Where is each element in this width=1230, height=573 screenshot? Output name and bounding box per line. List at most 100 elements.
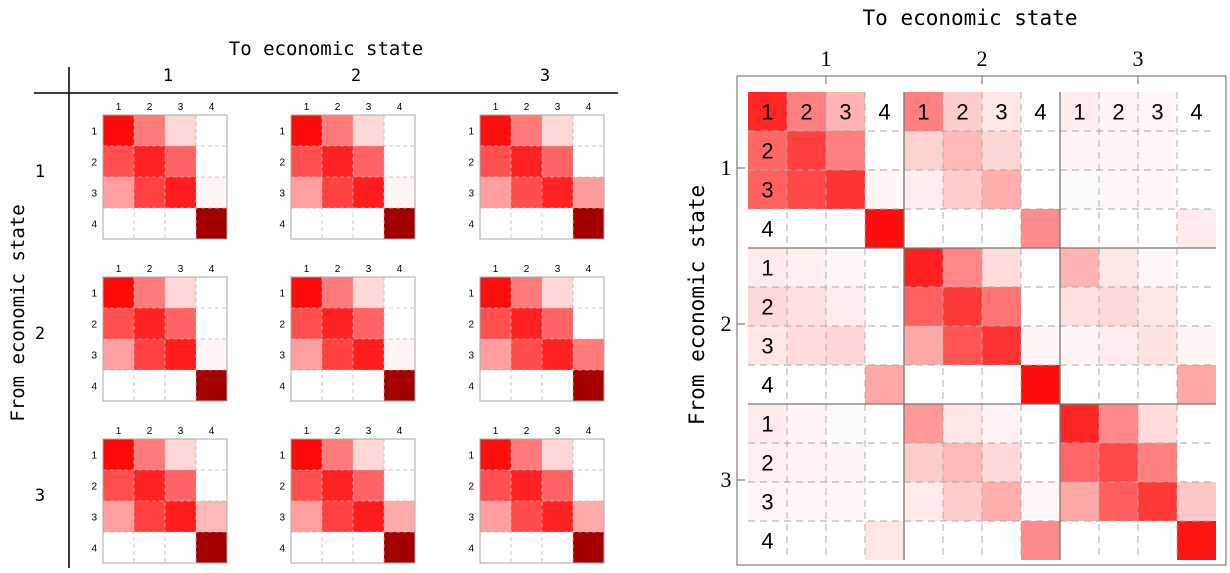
- left-outer-col-label: 2: [351, 66, 361, 86]
- left-subplot-frame: [479, 114, 605, 240]
- left-heatmap-cell: [480, 277, 511, 308]
- left-heatmap-cell: [196, 277, 227, 308]
- left-tick-label-x: 2: [147, 426, 153, 437]
- left-heatmap-cell: [511, 208, 542, 239]
- left-tick-label-x: 3: [366, 264, 372, 275]
- right-heatmap-cell: [1021, 404, 1060, 443]
- right-heatmap-cell: [748, 365, 787, 404]
- left-heatmap-cell: [353, 439, 384, 470]
- left-tick-label-x: 2: [147, 264, 153, 275]
- left-heatmap-cell: [103, 208, 134, 239]
- right-inner-col-label: 2: [1112, 100, 1124, 125]
- right-heatmap-cell: [787, 521, 826, 560]
- left-heatmap-cell: [384, 146, 415, 177]
- right-heatmap-cell: [865, 170, 904, 209]
- right-inner-col-label: 4: [1034, 100, 1046, 125]
- right-heatmap-cell: [943, 287, 982, 326]
- right-heatmap-cell: [1021, 521, 1060, 560]
- left-subplot-frame: [479, 276, 605, 402]
- right-outer-col-label: 3: [1133, 46, 1144, 71]
- left-heatmap-cell: [165, 339, 196, 370]
- right-heatmap-cell: [1021, 209, 1060, 248]
- right-heatmap-cell: [1177, 248, 1216, 287]
- left-outer-row-label: 2: [35, 324, 45, 344]
- left-heatmap-cell: [542, 177, 573, 208]
- left-heatmap-cell: [196, 308, 227, 339]
- right-heatmap-cell: [904, 170, 943, 209]
- right-heatmap-cell: [826, 326, 865, 365]
- left-heatmap-cell: [103, 339, 134, 370]
- left-heatmap-cell: [353, 501, 384, 532]
- right-heatmap-cell: [1021, 248, 1060, 287]
- left-heatmap-cell: [573, 308, 604, 339]
- right-heatmap-cell: [1138, 404, 1177, 443]
- left-heatmap-cell: [103, 439, 134, 470]
- left-tick-label-x: 4: [397, 264, 403, 275]
- right-heatmap-cell: [1099, 326, 1138, 365]
- left-heatmap-cell: [542, 470, 573, 501]
- right-heatmap-cell: [865, 209, 904, 248]
- left-outer-col-label: 3: [540, 66, 550, 86]
- left-tick-label-x: 4: [397, 426, 403, 437]
- right-heatmap-cell: [787, 131, 826, 170]
- left-tick-label-x: 3: [178, 426, 184, 437]
- left-heatmap-cell: [134, 308, 165, 339]
- right-heatmap-cell: [865, 521, 904, 560]
- left-heatmap-cell: [511, 532, 542, 563]
- right-heatmap-cell: [1177, 209, 1216, 248]
- right-heatmap-cell: [943, 365, 982, 404]
- left-tick-label-x: 4: [586, 264, 592, 275]
- left-heatmap-cell: [322, 439, 353, 470]
- left-tick-label-x: 1: [304, 426, 310, 437]
- left-heatmap-cell: [480, 439, 511, 470]
- left-heatmap-cell: [573, 532, 604, 563]
- right-inner-row-label: 4: [761, 373, 773, 398]
- right-heatmap-cell: [943, 404, 982, 443]
- left-heatmap-cell: [134, 501, 165, 532]
- right-heatmap-cell: [1060, 443, 1099, 482]
- left-heatmap-cell: [384, 370, 415, 401]
- left-tick-label-x: 1: [116, 264, 122, 275]
- left-tick-label-x: 4: [209, 102, 215, 113]
- right-heatmap-cell: [865, 248, 904, 287]
- right-heatmap-cell: [787, 482, 826, 521]
- left-x-axis-title: To economic state: [229, 38, 423, 60]
- left-subplot-frame: [290, 114, 416, 240]
- right-heatmap-cell: [748, 248, 787, 287]
- left-heatmap-cell: [291, 532, 322, 563]
- right-heatmap-cell: [826, 131, 865, 170]
- left-heatmap-cell: [134, 370, 165, 401]
- right-inner-row-label: 2: [761, 451, 773, 476]
- left-tick-label-y: 2: [91, 320, 97, 331]
- left-heatmap-cell: [384, 308, 415, 339]
- left-heatmap-cell: [291, 339, 322, 370]
- right-inner-col-label: 4: [878, 100, 890, 125]
- left-heatmap-cell: [291, 208, 322, 239]
- right-heatmap-cell: [982, 248, 1021, 287]
- right-heatmap-cell: [1099, 287, 1138, 326]
- left-tick-label-y: 2: [279, 320, 285, 331]
- left-tick-label-y: 2: [468, 482, 474, 493]
- left-heatmap-cell: [542, 115, 573, 146]
- left-heatmap-cell: [542, 501, 573, 532]
- right-x-axis-title: To economic state: [863, 6, 1078, 30]
- right-heatmap-cell: [1138, 209, 1177, 248]
- right-heatmap-cell: [904, 131, 943, 170]
- right-heatmap-cell: [1060, 131, 1099, 170]
- left-heatmap-cell: [511, 177, 542, 208]
- left-heatmap-cell: [384, 208, 415, 239]
- left-tick-label-x: 4: [209, 264, 215, 275]
- right-heatmap-cell: [1021, 482, 1060, 521]
- right-heatmap-cell: [826, 287, 865, 326]
- left-heatmap-cell: [322, 339, 353, 370]
- left-heatmap-cell: [511, 439, 542, 470]
- left-tick-label-y: 4: [91, 220, 97, 231]
- right-heatmap-cell: [1099, 482, 1138, 521]
- right-heatmap-cell: [826, 209, 865, 248]
- right-heatmap-cell: [826, 482, 865, 521]
- left-tick-label-x: 2: [524, 264, 530, 275]
- right-heatmap-cell: [1021, 92, 1060, 131]
- right-heatmap-cell: [865, 443, 904, 482]
- right-heatmap-cell: [1021, 365, 1060, 404]
- right-heatmap-cell: [1177, 92, 1216, 131]
